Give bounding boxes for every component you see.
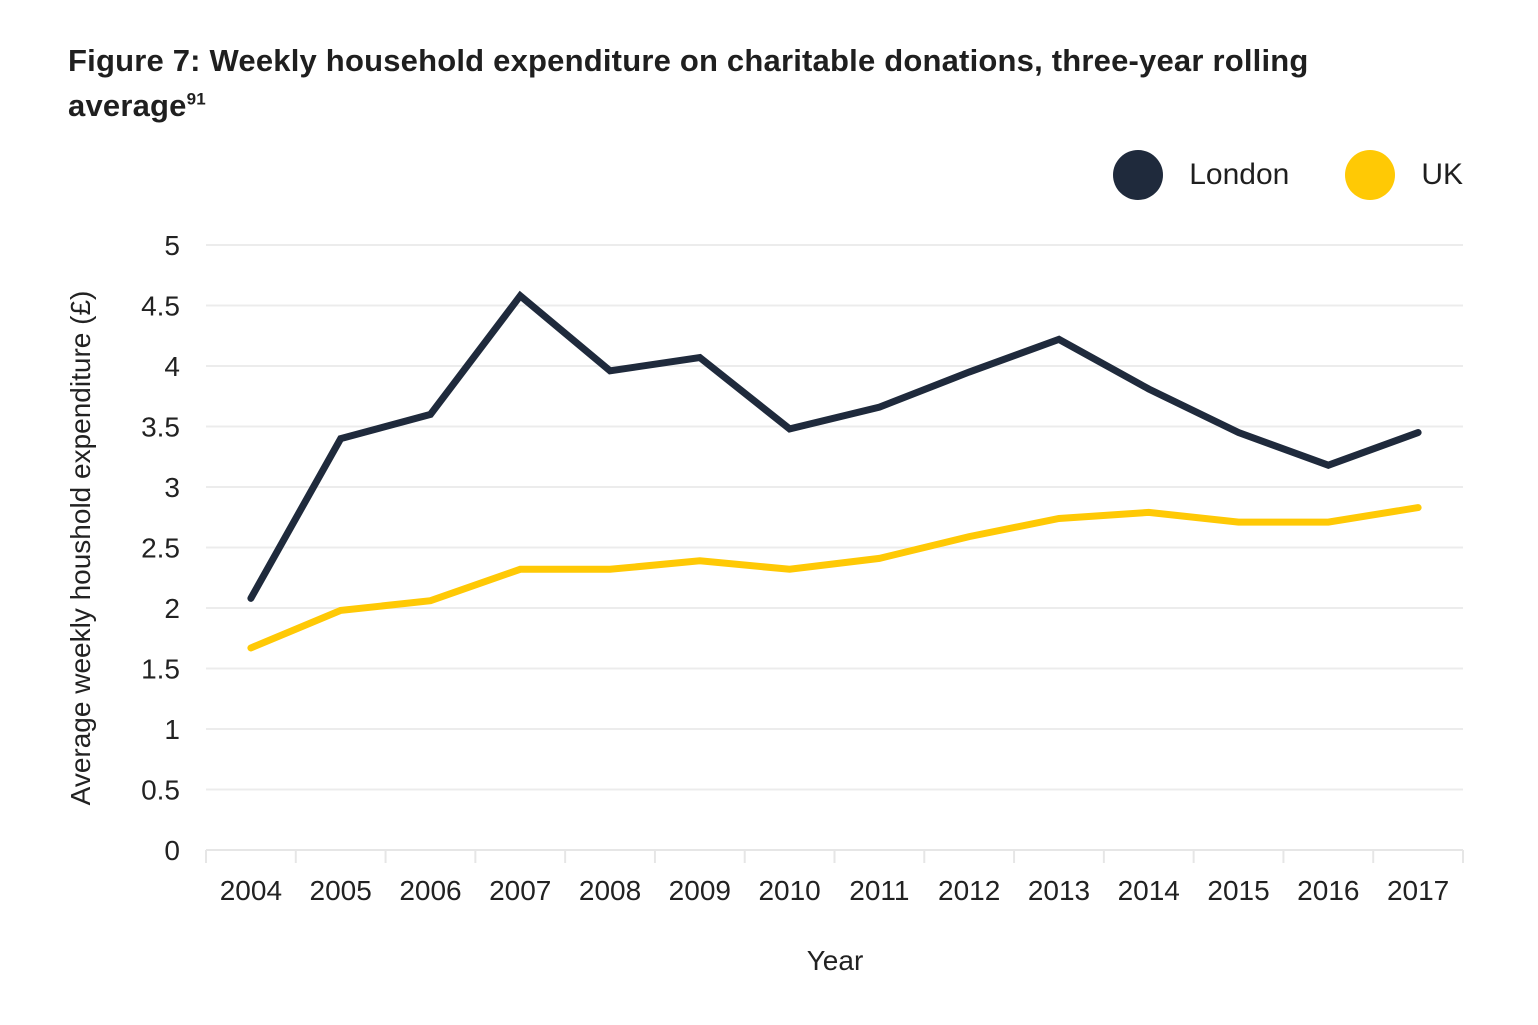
y-tick-label: 3.5	[141, 412, 180, 443]
gridlines	[206, 244, 1463, 791]
legend-marker-london	[1113, 150, 1164, 200]
footnote-reference: 91	[186, 89, 206, 109]
y-tick-label: 0	[164, 835, 180, 866]
y-tick-label: 1	[164, 714, 180, 745]
y-axis-title: Average weekly houshold expenditure (£)	[65, 291, 96, 806]
x-tick-label: 2006	[399, 875, 461, 906]
y-tick-label: 2	[164, 593, 180, 624]
x-tick-label: 2008	[579, 875, 641, 906]
legend-item-london: London	[1113, 150, 1289, 200]
y-tick-label: 5	[164, 230, 180, 261]
y-tick-label: 0.5	[141, 775, 180, 806]
x-tick-label: 2015	[1207, 875, 1269, 906]
y-tick-label: 4	[164, 351, 180, 382]
x-tick-label: 2007	[489, 875, 551, 906]
legend-label-uk: UK	[1421, 158, 1463, 191]
x-tick-label: 2005	[310, 875, 372, 906]
legend-item-uk: UK	[1345, 150, 1463, 200]
chart-title-text: Figure 7: Weekly household expenditure o…	[68, 43, 1309, 123]
series-line-uk	[247, 504, 1422, 652]
x-tick-label: 2013	[1028, 875, 1090, 906]
x-tick-label: 2011	[849, 875, 909, 906]
chart-legend: London UK	[1057, 150, 1463, 200]
x-tick-label: 2016	[1297, 875, 1359, 906]
x-tick-label: 2004	[220, 875, 282, 906]
y-tick-label: 4.5	[141, 291, 180, 322]
legend-label-london: London	[1189, 158, 1290, 191]
y-axis-ticks: 0 0.5 1 1.5 2 2.5 3 3.5 4 4.5 5	[141, 230, 180, 866]
x-tick-label: 2017	[1387, 875, 1449, 906]
series-lines	[247, 290, 1422, 652]
series-line-london	[247, 290, 1422, 602]
y-tick-label: 2.5	[141, 533, 180, 564]
y-tick-label: 1.5	[141, 654, 180, 685]
x-tick-label: 2012	[938, 875, 1000, 906]
x-tick-label: 2009	[669, 875, 731, 906]
x-axis: 2004 2005 2006 2007 2008 2009 2010 2011 2012 2013…	[205, 849, 1464, 906]
x-tick-label: 2010	[758, 875, 820, 906]
x-axis-title: Year	[807, 945, 864, 976]
chart-title: Figure 7: Weekly household expenditure o…	[68, 38, 1418, 128]
x-tick-label: 2014	[1118, 875, 1180, 906]
legend-marker-uk	[1345, 150, 1396, 200]
y-tick-label: 3	[164, 472, 180, 503]
